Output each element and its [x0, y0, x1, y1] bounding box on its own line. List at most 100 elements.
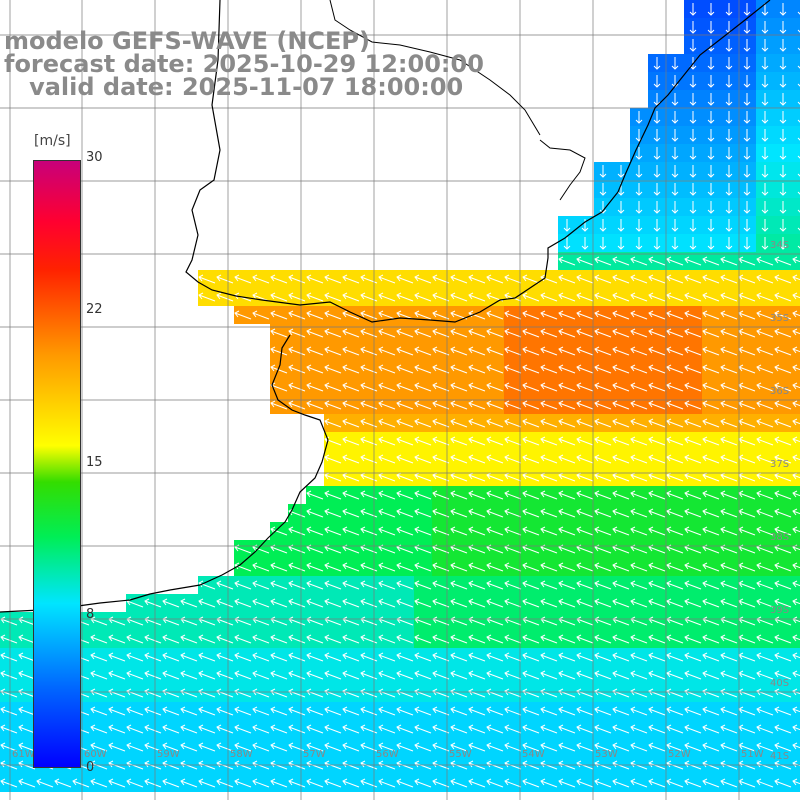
wind-cell	[126, 648, 144, 666]
wind-arrow	[234, 634, 252, 644]
wind-cell	[792, 774, 800, 792]
wind-cell	[432, 342, 450, 360]
wind-arrow	[522, 580, 540, 590]
wind-cell	[504, 558, 522, 576]
wind-arrow	[414, 292, 432, 302]
wind-arrow	[797, 191, 800, 195]
wind-cell	[450, 270, 468, 288]
wind-arrow	[450, 706, 468, 716]
wind-cell	[90, 648, 108, 666]
wind-arrow	[630, 598, 648, 608]
wind-arrow	[630, 454, 648, 464]
wind-arrow	[630, 652, 648, 662]
wind-cell	[756, 684, 774, 702]
wind-arrow	[396, 670, 414, 680]
wind-arrow	[486, 274, 504, 284]
wind-cell	[666, 360, 684, 378]
wind-arrow	[720, 760, 738, 770]
wind-arrow	[756, 472, 774, 482]
wind-arrow	[761, 21, 769, 34]
wind-cell	[648, 702, 666, 720]
wind-cell	[594, 288, 612, 306]
wind-cell	[288, 324, 306, 342]
wind-cell	[360, 360, 378, 378]
wind-cell	[342, 504, 360, 522]
wind-arrow	[756, 346, 774, 356]
wind-cell	[36, 774, 54, 792]
wind-cell	[612, 684, 630, 702]
wind-cell	[630, 540, 648, 558]
wind-cell	[666, 540, 684, 558]
wind-cell	[702, 306, 720, 324]
wind-cell	[684, 594, 702, 612]
wind-cell	[648, 774, 666, 792]
wind-cell	[270, 684, 288, 702]
wind-arrow	[774, 508, 792, 518]
wind-cell	[270, 396, 288, 414]
wind-arrow	[666, 562, 684, 572]
wind-arrow	[612, 508, 630, 518]
wind-arrow	[594, 670, 612, 680]
wind-arrow	[648, 742, 666, 752]
wind-cell	[198, 612, 216, 630]
wind-cell	[738, 702, 756, 720]
wind-arrow	[288, 526, 306, 536]
wind-arrow	[756, 706, 774, 716]
wind-cell	[630, 594, 648, 612]
wind-arrow	[720, 400, 738, 410]
wind-arrow	[288, 580, 306, 590]
wind-arrow	[630, 760, 648, 770]
wind-cell	[342, 360, 360, 378]
wind-arrow	[594, 652, 612, 662]
wind-arrow	[234, 760, 252, 770]
wind-cell	[594, 684, 612, 702]
wind-arrow	[594, 400, 612, 410]
wind-cell	[0, 648, 18, 666]
lon-label: 52W	[668, 749, 691, 760]
wind-cell	[666, 450, 684, 468]
wind-arrow	[540, 634, 558, 644]
wind-arrow	[450, 598, 468, 608]
wind-arrow	[684, 706, 702, 716]
wind-cell	[486, 558, 504, 576]
wind-arrow	[432, 400, 450, 410]
wind-arrow	[684, 274, 702, 284]
wind-cell	[234, 270, 252, 288]
wind-cell	[558, 774, 576, 792]
wind-cell	[414, 270, 432, 288]
wind-arrow	[707, 39, 715, 52]
wind-cell	[774, 576, 792, 594]
wind-cell	[432, 306, 450, 324]
wind-arrow	[504, 508, 522, 518]
wind-cell	[594, 360, 612, 378]
wind-arrow	[558, 256, 576, 266]
wind-cell	[468, 360, 486, 378]
wind-arrow	[18, 778, 36, 788]
wind-cell	[684, 324, 702, 342]
wind-cell	[108, 720, 126, 738]
wind-arrow	[648, 778, 666, 788]
wind-arrow	[486, 454, 504, 464]
wind-cell	[396, 486, 414, 504]
wind-arrow	[684, 292, 702, 302]
wind-arrow	[707, 237, 715, 250]
wind-arrow	[468, 652, 486, 662]
wind-cell	[576, 666, 594, 684]
wind-cell	[522, 684, 540, 702]
wind-cell	[378, 648, 396, 666]
wind-cell	[774, 720, 792, 738]
wind-arrow	[540, 652, 558, 662]
wind-arrow	[216, 274, 234, 284]
wind-arrow	[504, 742, 522, 752]
wind-cell	[738, 612, 756, 630]
wind-cell	[360, 702, 378, 720]
wind-arrow	[108, 724, 126, 734]
wind-arrow	[378, 418, 396, 428]
wind-cell	[774, 648, 792, 666]
wind-arrow	[792, 652, 800, 660]
wind-arrow	[684, 778, 702, 788]
wind-cell	[504, 360, 522, 378]
wind-cell	[288, 594, 306, 612]
wind-arrow	[653, 237, 661, 250]
wind-arrow	[648, 526, 666, 536]
